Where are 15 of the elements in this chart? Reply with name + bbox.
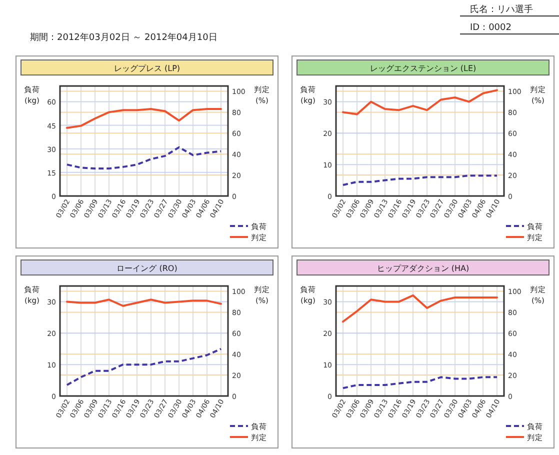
chart-title: ヒップアダクション (HA) [376,264,470,273]
line-series [342,376,498,390]
chart-title: ローイング (RO) [116,264,178,273]
text: ID：0002 [470,23,512,33]
line-series [342,294,498,323]
line-series [342,89,498,116]
text: 氏名：リハ選手 [470,4,533,15]
line-series [342,174,498,186]
line-series [66,108,222,129]
line-series [66,146,222,170]
chart-title: レッグエクステンション (LE) [370,64,476,73]
text: 期間：2012年03月02日 ～ 2012年04月10日 [30,32,218,43]
line-series [66,348,222,386]
line-series [66,298,222,307]
chart-title: レッグプレス (LP) [114,64,180,73]
